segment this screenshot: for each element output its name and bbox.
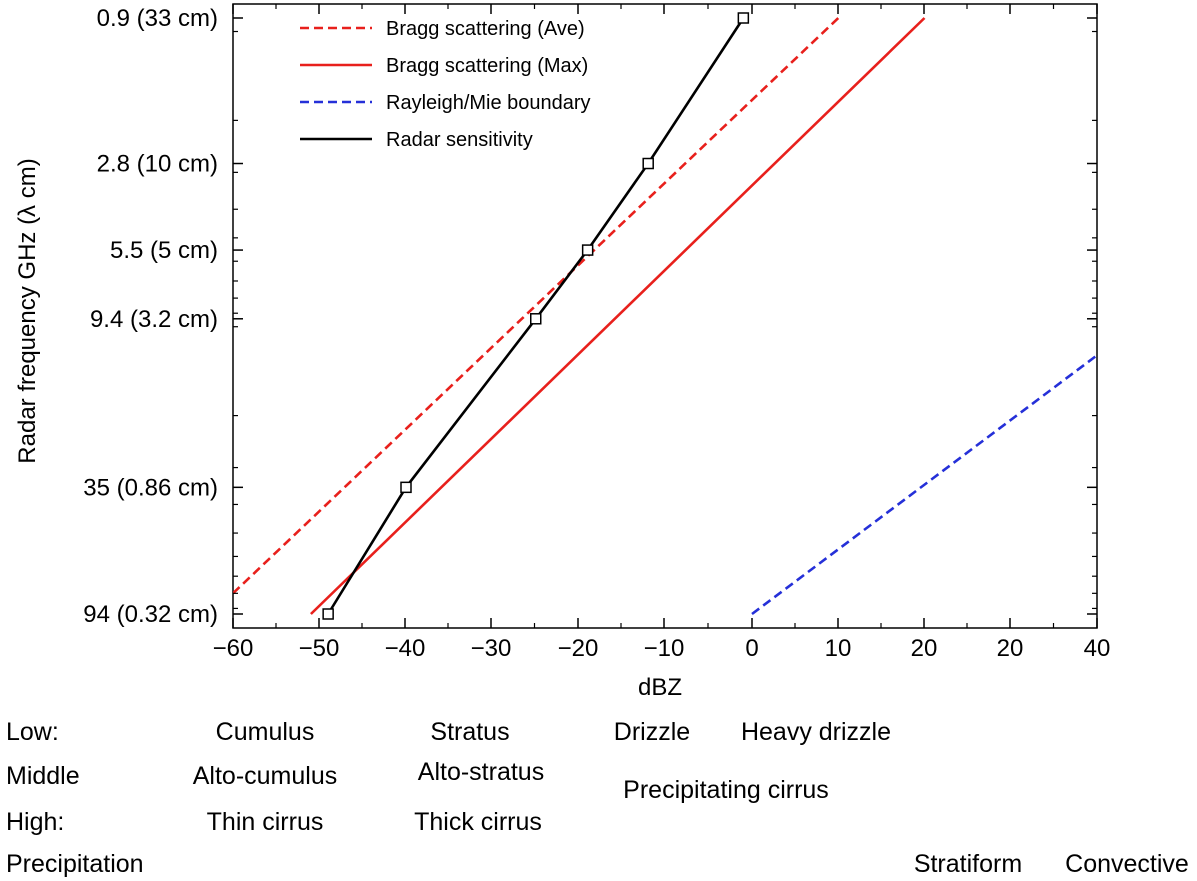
series-group [233, 17, 1097, 616]
series-layer [233, 12, 1097, 620]
category-item: Drizzle [614, 718, 690, 746]
x-tick-label: −30 [471, 635, 512, 662]
y-tick-label: 5.5 (5 cm) [110, 237, 218, 264]
category-item: Cumulus [216, 718, 315, 746]
category-item: Alto-stratus [418, 758, 544, 786]
ticks-layer: −60 −50 −40 −30 −20 −10 0 10 20 20 40 0.9 (33 cm) 2.… [83, 4, 1110, 662]
series-line-3 [326, 17, 745, 615]
data-point-marker [530, 313, 542, 325]
category-item: Stratiform [914, 850, 1022, 878]
x-tick-label: −20 [558, 635, 599, 662]
x-tick-label: −40 [385, 635, 426, 662]
category-item: Stratus [430, 718, 509, 746]
legend-label: Bragg scattering (Max) [386, 55, 588, 77]
category-item: Alto-cumulus [193, 762, 338, 790]
data-point-marker [400, 481, 412, 494]
category-table: Low: Cumulus Stratus Drizzle Heavy drizzle Mi… [6, 718, 1189, 878]
category-row-label: Precipitation [6, 850, 144, 878]
legend-label: Rayleigh/Mie boundary [386, 92, 591, 114]
category-item: Convective [1065, 850, 1189, 878]
plot-frame [232, 3, 1098, 629]
x-tick-label: 10 [825, 635, 852, 662]
data-point-marker [737, 12, 750, 24]
category-row-label: High: [6, 808, 64, 836]
y-tick-label: 94 (0.32 cm) [83, 601, 218, 628]
series-line-1 [309, 17, 926, 615]
plot-border [232, 3, 1098, 629]
x-tick-label: 20 [997, 635, 1024, 662]
y-tick-label: 35 (0.86 cm) [83, 474, 218, 501]
data-point-marker [581, 244, 594, 256]
x-tick-label: −10 [644, 635, 685, 662]
x-tick-label: −60 [213, 635, 254, 662]
legend: Bragg scattering (Ave) Bragg scattering (… [300, 18, 591, 151]
legend-label: Bragg scattering (Ave) [386, 18, 585, 40]
category-item: Heavy drizzle [741, 718, 891, 746]
data-point-marker [642, 157, 654, 170]
x-axis-title: dBZ [638, 674, 682, 701]
category-item: Thin cirrus [207, 808, 324, 836]
y-tick-label: 9.4 (3.2 cm) [90, 306, 218, 333]
x-tick-label: 20 [911, 635, 938, 662]
legend-label: Radar sensitivity [386, 129, 533, 151]
x-tick-label: 40 [1084, 635, 1111, 662]
y-tick-label: 0.9 (33 cm) [97, 5, 218, 32]
y-tick-label: 2.8 (10 cm) [97, 151, 218, 178]
y-axis-title: Radar frequency GHz (λ cm) [14, 158, 41, 463]
x-tick-label: 0 [745, 635, 758, 662]
data-point-marker [322, 608, 334, 620]
x-tick-label: −50 [299, 635, 340, 662]
category-row-label: Low: [6, 718, 59, 746]
category-row-label: Middle [6, 762, 80, 790]
series-line-2 [751, 354, 1097, 616]
category-item: Precipitating cirrus [623, 776, 829, 804]
category-item: Thick cirrus [414, 808, 542, 836]
